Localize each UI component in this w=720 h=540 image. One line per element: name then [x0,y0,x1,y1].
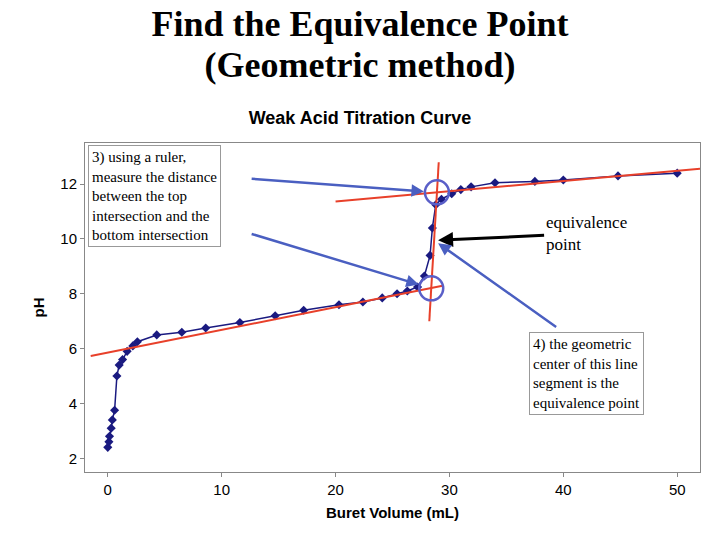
svg-text:pH: pH [30,298,47,318]
svg-text:8: 8 [69,285,77,302]
svg-text:3) using a ruler,measure the d: 3) using a ruler,measure the distancebet… [92,149,217,243]
svg-text:2: 2 [69,450,77,467]
svg-text:30: 30 [441,481,458,498]
svg-text:20: 20 [327,481,344,498]
svg-text:Weak Acid Titration Curve: Weak Acid Titration Curve [249,108,472,128]
svg-text:50: 50 [669,481,686,498]
svg-text:40: 40 [555,481,572,498]
html-text:(Geometric method): (Geometric method) [204,45,516,86]
svg-text:0: 0 [104,481,112,498]
svg-text:12: 12 [60,175,77,192]
svg-text:Buret Volume (mL): Buret Volume (mL) [326,504,459,521]
svg-text:4: 4 [69,395,77,412]
svg-text:10: 10 [213,481,230,498]
svg-text:10: 10 [60,230,77,247]
svg-text:equivalencepoint: equivalencepoint [546,213,627,254]
svg-text:6: 6 [69,340,77,357]
html-text:Find the Equivalence Point: Find the Equivalence Point [151,4,569,44]
svg-text:4) the geometriccenter of this: 4) the geometriccenter of this linesegme… [533,336,640,411]
